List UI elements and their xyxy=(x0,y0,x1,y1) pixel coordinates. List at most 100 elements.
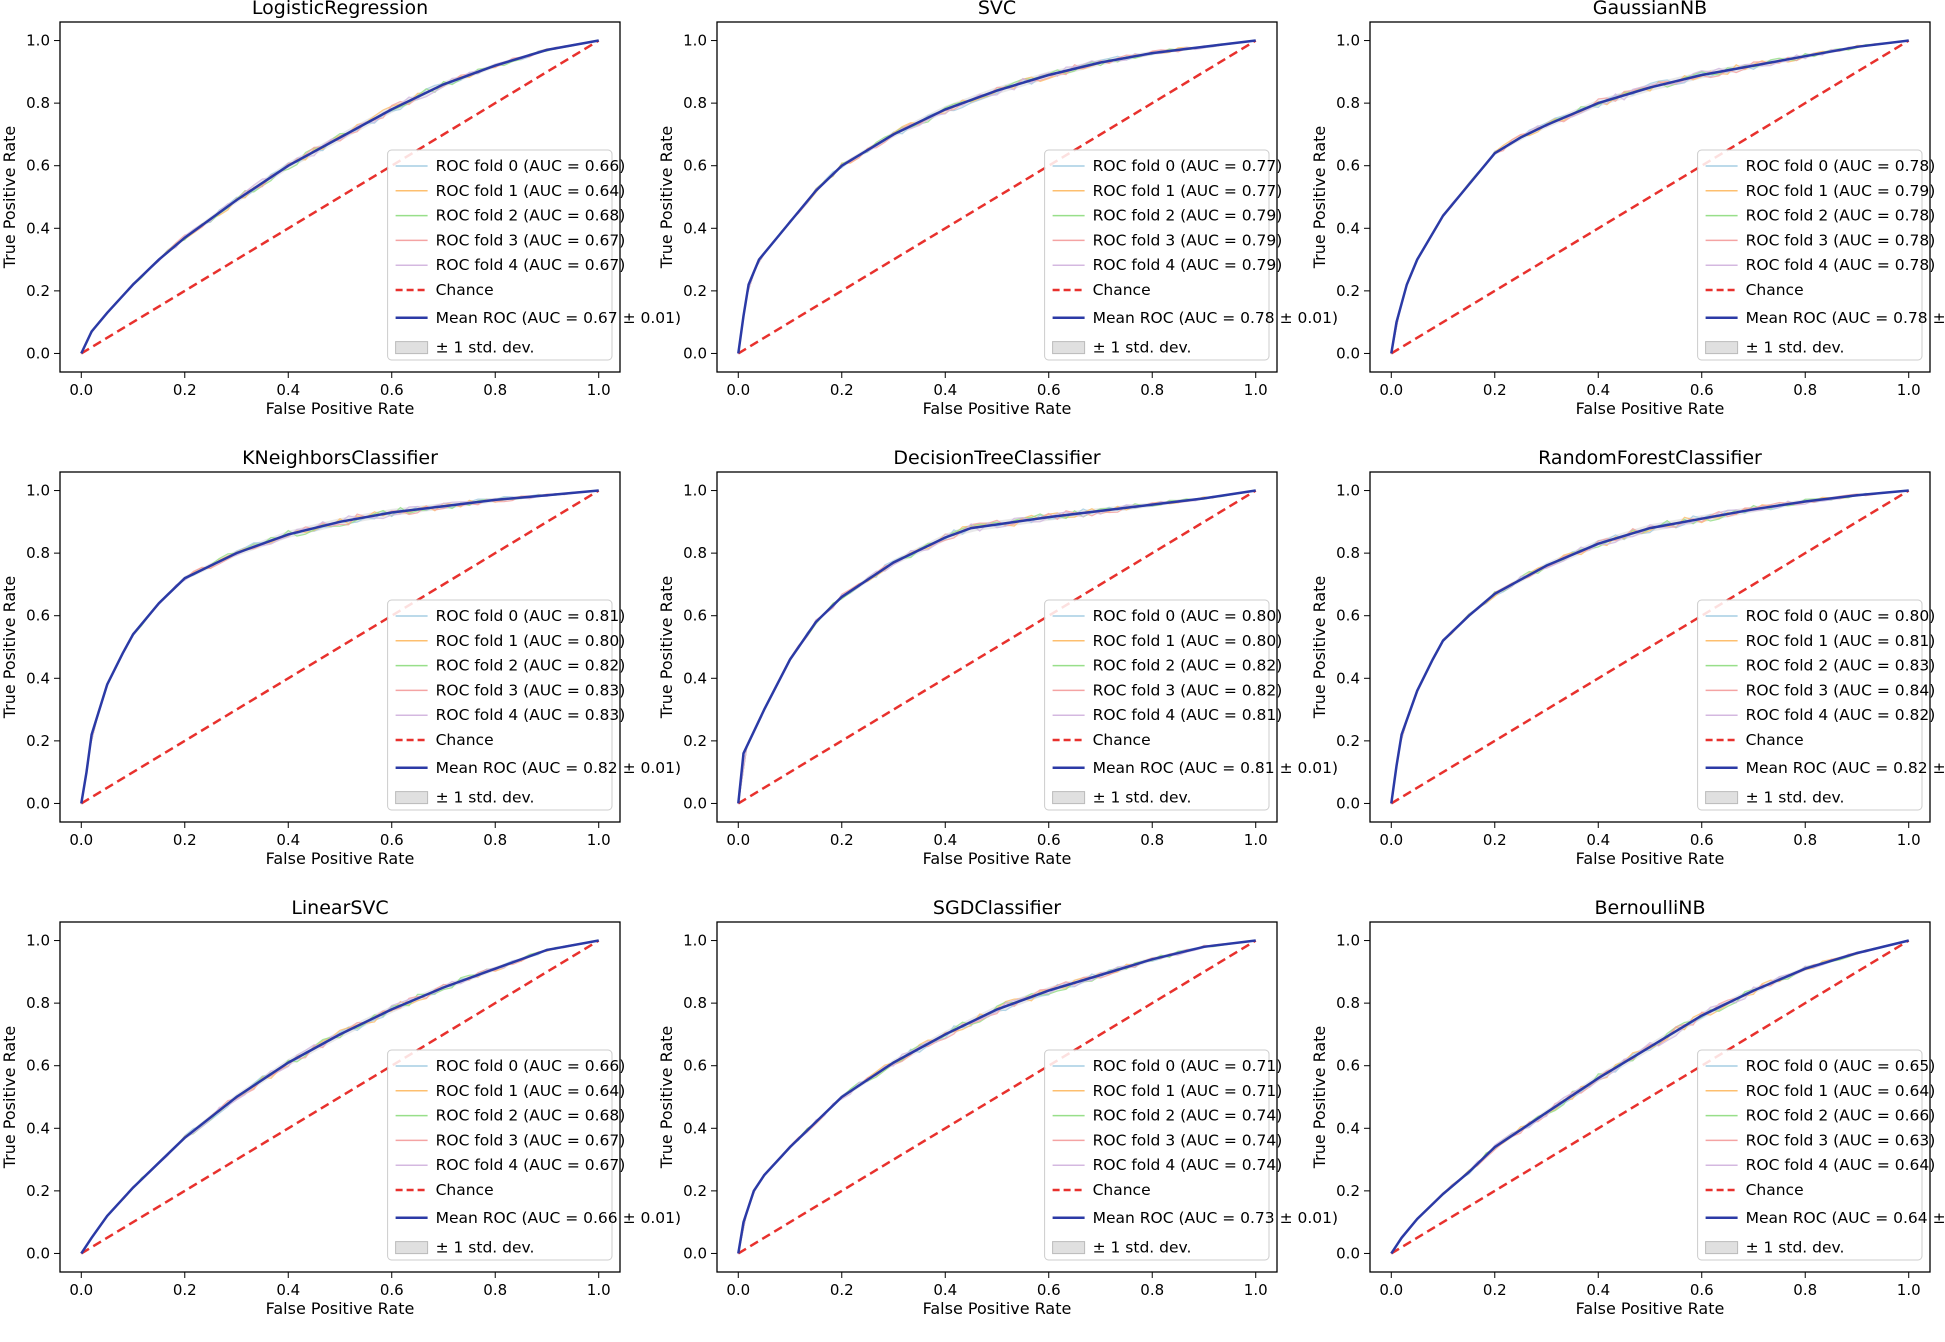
x-tick-label: 0.8 xyxy=(483,831,507,849)
legend-entry-mean: Mean ROC (AUC = 0.82 ± 0.01) xyxy=(436,759,681,777)
y-tick-label: 0.4 xyxy=(26,1119,50,1137)
legend-entry-mean: Mean ROC (AUC = 0.73 ± 0.01) xyxy=(1093,1209,1338,1227)
y-tick-label: 0.8 xyxy=(683,994,707,1012)
legend-entry-fold: ROC fold 2 (AUC = 0.82) xyxy=(436,657,626,675)
y-tick-label: 0.0 xyxy=(683,1244,707,1262)
x-tick-label: 0.4 xyxy=(1586,381,1610,399)
mean-roc-line xyxy=(80,489,599,804)
legend-entry-chance: Chance xyxy=(436,1181,494,1199)
legend-entry-fold: ROC fold 4 (AUC = 0.64) xyxy=(1746,1156,1936,1174)
mean-roc-line xyxy=(1390,39,1909,354)
plot-frame xyxy=(1369,21,1931,373)
legend-entry-fold: ROC fold 2 (AUC = 0.68) xyxy=(436,207,626,225)
x-tick-label: 0.0 xyxy=(726,381,750,399)
y-tick-label: 0.2 xyxy=(1336,1182,1360,1200)
legend-entry-fold: ROC fold 1 (AUC = 0.71) xyxy=(1093,1082,1283,1100)
legend-entry-fold: ROC fold 1 (AUC = 0.64) xyxy=(436,1082,626,1100)
legend: ROC fold 0 (AUC = 0.66) ROC fold 1 (AUC =… xyxy=(387,149,681,361)
x-tick-label: 0.8 xyxy=(1140,831,1164,849)
legend-entry-fold: ROC fold 3 (AUC = 0.63) xyxy=(1746,1131,1936,1149)
legend-entry-chance: Chance xyxy=(1746,281,1804,299)
y-tick-label: 0.2 xyxy=(26,1182,50,1200)
y-tick-label: 0.0 xyxy=(26,794,50,812)
x-tick-label: 0.2 xyxy=(173,831,197,849)
legend-entry-fold: ROC fold 1 (AUC = 0.77) xyxy=(1093,182,1283,200)
y-tick-label: 0.4 xyxy=(26,669,50,687)
mean-roc-line xyxy=(1390,489,1909,804)
y-tick-label: 0.4 xyxy=(26,219,50,237)
y-tick-label: 1.0 xyxy=(26,932,50,950)
legend-entry-fold: ROC fold 4 (AUC = 0.74) xyxy=(1093,1156,1283,1174)
x-tick-label: 0.4 xyxy=(276,831,300,849)
x-tick-label: 0.8 xyxy=(1793,381,1817,399)
x-axis-label: False Positive Rate xyxy=(1576,849,1725,868)
legend-entry-fold: ROC fold 1 (AUC = 0.79) xyxy=(1746,182,1936,200)
legend-swatch xyxy=(395,1241,429,1255)
x-axis-label: False Positive Rate xyxy=(1576,399,1725,418)
legend-entry-chance: Chance xyxy=(1746,731,1804,749)
x-tick-label: 0.6 xyxy=(1037,831,1061,849)
plot-frame xyxy=(716,21,1278,373)
x-axis-label: False Positive Rate xyxy=(266,1299,415,1318)
chance-line xyxy=(737,39,1257,355)
x-tick-label: 0.0 xyxy=(69,381,93,399)
legend-box xyxy=(1697,149,1923,361)
legend-entry-fold: ROC fold 1 (AUC = 0.64) xyxy=(436,182,626,200)
y-tick-label: 0.2 xyxy=(26,732,50,750)
legend-entry-mean: Mean ROC (AUC = 0.82 ± 0.01) xyxy=(1746,759,1945,777)
legend-entry-std: ± 1 std. dev. xyxy=(1093,1239,1192,1257)
y-tick-label: 0.0 xyxy=(26,344,50,362)
legend: ROC fold 0 (AUC = 0.71) ROC fold 1 (AUC =… xyxy=(1044,1049,1338,1261)
x-tick-label: 0.2 xyxy=(173,381,197,399)
x-tick-label: 0.2 xyxy=(173,1281,197,1299)
chance-line xyxy=(737,489,1257,805)
legend-box xyxy=(387,599,613,811)
chance-line xyxy=(1390,39,1910,355)
y-tick-label: 0.8 xyxy=(1336,544,1360,562)
y-tick-label: 0.0 xyxy=(683,344,707,362)
legend-entry-fold: ROC fold 0 (AUC = 0.77) xyxy=(1093,157,1283,175)
plot-frame xyxy=(59,471,621,823)
y-tick-label: 0.4 xyxy=(683,669,707,687)
roc-panel: GaussianNB 0.0 0.2 0.4 0.6 0.8 1.0 0.0 0.2 0.4 0.6… xyxy=(1310,0,1945,418)
mean-roc-line xyxy=(737,939,1256,1254)
legend-entry-fold: ROC fold 2 (AUC = 0.78) xyxy=(1746,207,1936,225)
y-tick-label: 0.0 xyxy=(1336,1244,1360,1262)
y-tick-label: 0.6 xyxy=(1336,157,1360,175)
x-tick-label: 0.6 xyxy=(380,1281,404,1299)
x-tick-label: 0.4 xyxy=(1586,831,1610,849)
x-tick-label: 0.0 xyxy=(726,831,750,849)
chart-title: GaussianNB xyxy=(1593,0,1707,19)
x-tick-label: 1.0 xyxy=(587,381,611,399)
x-tick-label: 0.4 xyxy=(933,831,957,849)
x-tick-label: 1.0 xyxy=(587,1281,611,1299)
legend: ROC fold 0 (AUC = 0.80) ROC fold 1 (AUC =… xyxy=(1044,599,1338,811)
legend-entry-fold: ROC fold 1 (AUC = 0.80) xyxy=(436,632,626,650)
x-axis-label: False Positive Rate xyxy=(923,1299,1072,1318)
y-tick-label: 0.4 xyxy=(1336,219,1360,237)
legend-entry-chance: Chance xyxy=(1093,731,1151,749)
legend-entry-std: ± 1 std. dev. xyxy=(1746,1239,1845,1257)
fold-curve xyxy=(1390,939,1909,1254)
x-tick-label: 0.0 xyxy=(726,1281,750,1299)
chart-title: BernoulliNB xyxy=(1595,897,1706,919)
y-tick-label: 0.8 xyxy=(1336,94,1360,112)
legend-entry-mean: Mean ROC (AUC = 0.78 ± 0.01) xyxy=(1093,309,1338,327)
legend-entry-chance: Chance xyxy=(436,281,494,299)
legend-entry-fold: ROC fold 1 (AUC = 0.80) xyxy=(1093,632,1283,650)
legend-entry-fold: ROC fold 4 (AUC = 0.78) xyxy=(1746,256,1936,274)
y-tick-label: 1.0 xyxy=(683,932,707,950)
x-tick-label: 0.6 xyxy=(380,381,404,399)
roc-panel: LinearSVC 0.0 0.2 0.4 0.6 0.8 1.0 0.0 0.2 0.4 0.6 0… xyxy=(0,897,681,1318)
legend-swatch xyxy=(395,341,429,355)
y-tick-label: 0.2 xyxy=(683,732,707,750)
roc-panel: LogisticRegression 0.0 0.2 0.4 0.6 0.8 1.0 0.0 0… xyxy=(0,0,681,418)
legend-swatch xyxy=(1052,341,1086,355)
legend-entry-fold: ROC fold 4 (AUC = 0.82) xyxy=(1746,706,1936,724)
y-tick-label: 0.8 xyxy=(26,94,50,112)
legend-entry-std: ± 1 std. dev. xyxy=(1093,339,1192,357)
legend-swatch xyxy=(1705,1241,1739,1255)
x-tick-label: 1.0 xyxy=(1897,381,1921,399)
y-tick-label: 0.8 xyxy=(26,544,50,562)
